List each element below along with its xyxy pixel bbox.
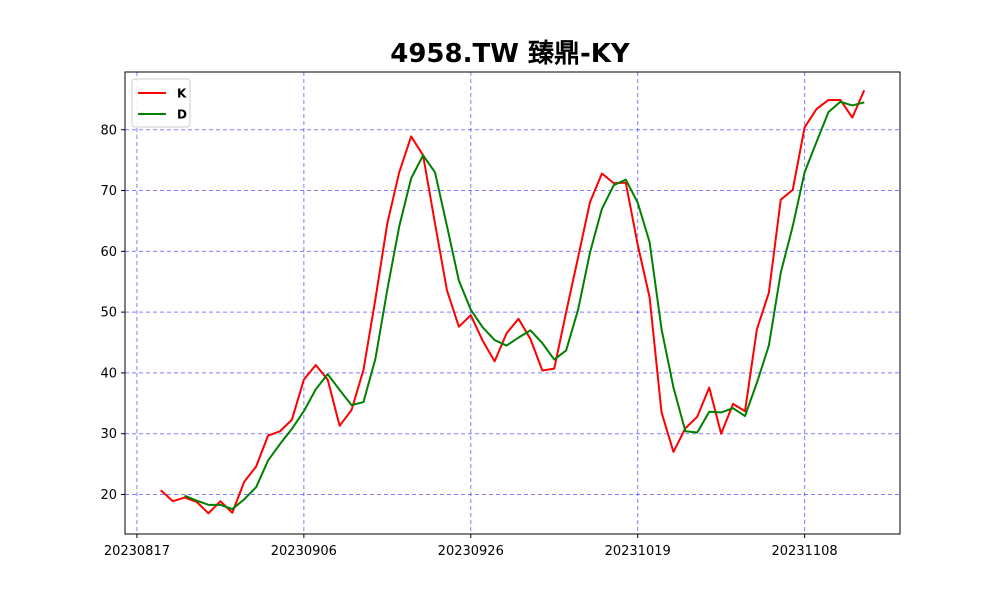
- series-line-d: [184, 100, 865, 511]
- legend-label-k: K: [177, 87, 187, 101]
- y-tick-label: 80: [100, 123, 117, 138]
- y-tick-label: 60: [100, 245, 117, 260]
- y-tick-label: 50: [100, 306, 117, 321]
- series-line-k: [160, 89, 866, 515]
- series-layer: [160, 89, 866, 515]
- x-tick-label: 20231108: [772, 544, 838, 559]
- x-tick-label: 20230817: [104, 544, 170, 559]
- grid-layer: [125, 72, 900, 534]
- plot-frame: [124, 71, 901, 535]
- y-tick-label: 20: [100, 488, 117, 503]
- legend-label-d: D: [177, 108, 187, 122]
- x-tick-label: 20231019: [605, 544, 671, 559]
- y-tick-label: 40: [100, 366, 117, 381]
- chart-title: 4958.TW 臻鼎-KY: [390, 39, 631, 69]
- x-tick-label: 20230906: [271, 544, 337, 559]
- y-tick-label: 30: [100, 427, 117, 442]
- y-tick-label: 70: [100, 184, 117, 199]
- legend: KD: [131, 78, 191, 128]
- axis-layer: 20 30 40 50 60 70 80 20230817 20230906 20230926 20…: [100, 123, 837, 559]
- x-tick-label: 20230926: [438, 544, 504, 559]
